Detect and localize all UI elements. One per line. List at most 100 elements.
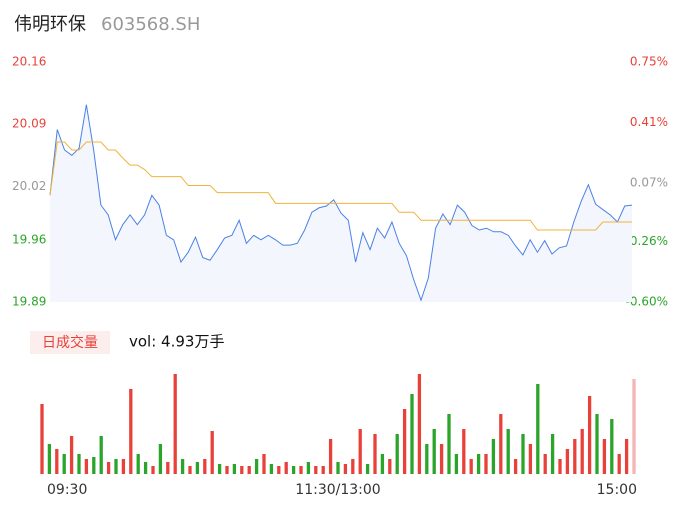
volume-bar (484, 454, 488, 474)
volume-bar (462, 429, 466, 474)
y-tick-label: 19.89 (12, 295, 46, 309)
volume-bar (351, 459, 355, 474)
volume-bar (543, 454, 547, 474)
volume-bar (188, 466, 192, 474)
volume-bar (358, 429, 362, 474)
volume-bar (550, 434, 555, 474)
volume-bar (595, 414, 599, 474)
volume-badge (30, 331, 110, 354)
volume-bar (277, 466, 281, 474)
volume-bar (528, 444, 533, 474)
volume-bar (77, 454, 81, 474)
y-tick-label: 20.09 (12, 117, 46, 131)
volume-bar (513, 459, 518, 474)
volume-bar (328, 439, 333, 474)
volume-bar (373, 434, 377, 474)
stock-name: 伟明环保 (14, 14, 86, 35)
volume-bar (610, 419, 614, 474)
volume-bar (232, 464, 237, 474)
price-area (50, 104, 632, 303)
volume-bar (151, 466, 155, 474)
y2-tick-label: 0.07% (630, 175, 668, 189)
x-tick-label: 09:30 (47, 482, 87, 498)
volume-bar (217, 464, 222, 474)
stock-code: 603568.SH (101, 14, 200, 35)
volume-bar (558, 459, 562, 474)
volume-bar (62, 454, 66, 474)
volume-bar (521, 434, 525, 474)
volume-bar (632, 379, 636, 474)
volume-bar (106, 462, 111, 474)
volume-bar (499, 414, 503, 474)
volume-bar (395, 434, 399, 474)
volume-bar (602, 439, 607, 474)
volume-bar (92, 457, 96, 474)
volume-bar (240, 466, 244, 474)
volume-bar (114, 459, 118, 474)
volume-bar (388, 459, 392, 474)
average-line (49, 141, 632, 231)
volume-bar (365, 464, 370, 474)
y2-tick-label: -0.26% (626, 234, 668, 248)
volume-bar (454, 454, 459, 474)
volume-bar (536, 384, 540, 474)
x-tick-label: 11:30/13:00 (295, 482, 380, 498)
y-tick-label: 20.16 (12, 55, 46, 69)
volume-bar (469, 459, 473, 474)
volume-bar (573, 439, 577, 474)
volume-bar (314, 466, 318, 474)
volume-bar (173, 374, 177, 474)
volume-bar (432, 429, 436, 474)
volume-bar (410, 394, 414, 474)
price-line (49, 104, 633, 302)
volume-bar (425, 444, 429, 474)
volume-bar (55, 449, 59, 474)
volume-bar (476, 454, 481, 474)
volume-bar (269, 464, 274, 474)
volume-bar (565, 449, 570, 474)
volume-bar (491, 439, 496, 474)
y2-tick-label: 0.75% (630, 55, 668, 69)
volume-bar (624, 439, 629, 474)
volume-bar (306, 462, 311, 474)
volume-bar (99, 436, 103, 474)
volume-bar (210, 431, 214, 474)
volume-bar (136, 454, 140, 474)
volume-bar (580, 429, 584, 474)
volume-bar (166, 462, 170, 474)
x-tick-label: 15:00 (597, 482, 637, 498)
volume-bar (84, 459, 89, 474)
volume-bar (321, 466, 325, 474)
volume-bar (129, 389, 133, 474)
volume-bar (225, 466, 229, 474)
volume-bar (262, 454, 266, 474)
volume-bar (617, 454, 621, 474)
volume-bar (380, 454, 385, 474)
volume-bar (254, 459, 259, 474)
volume-bar (284, 462, 288, 474)
y-tick-label: 20.02 (12, 179, 46, 193)
volume-bar (180, 459, 185, 474)
volume-bar (291, 466, 296, 474)
volume-bar (195, 462, 200, 474)
volume-bar (47, 444, 52, 474)
volume-bar (587, 396, 592, 474)
volume-bar (40, 404, 44, 474)
volume-bar (439, 444, 444, 474)
y2-tick-label: -0.60% (626, 295, 668, 309)
y-tick-label: 19.96 (12, 232, 46, 246)
volume-bar (143, 462, 148, 474)
y2-tick-label: 0.41% (630, 115, 668, 129)
volume-bar (343, 464, 348, 474)
volume-bar (506, 429, 510, 474)
volume-total: vol: 4.93万手 (129, 333, 224, 351)
volume-bar (447, 414, 451, 474)
volume-bar (69, 436, 74, 474)
volume-bar (158, 444, 163, 474)
volume-bar (247, 466, 251, 474)
volume-bar (402, 409, 407, 474)
volume-bar (121, 459, 126, 474)
volume-bar (336, 462, 340, 474)
volume-bar (299, 466, 303, 474)
